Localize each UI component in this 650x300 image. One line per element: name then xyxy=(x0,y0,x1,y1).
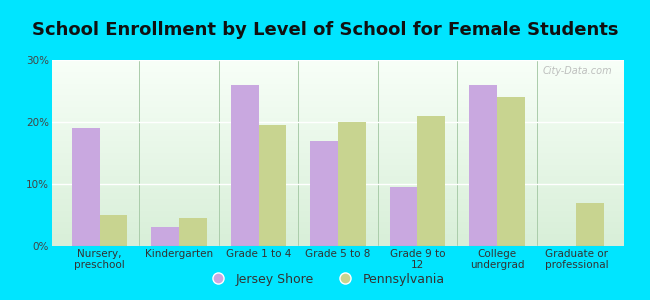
Legend: Jersey Shore, Pennsylvania: Jersey Shore, Pennsylvania xyxy=(200,268,450,291)
Bar xyxy=(389,187,417,246)
Bar xyxy=(497,97,525,246)
Bar xyxy=(72,128,99,246)
Bar xyxy=(310,141,338,246)
Bar xyxy=(151,227,179,246)
Bar xyxy=(417,116,445,246)
Bar xyxy=(231,85,259,246)
Bar xyxy=(577,202,604,246)
Bar xyxy=(259,125,287,246)
Text: School Enrollment by Level of School for Female Students: School Enrollment by Level of School for… xyxy=(32,21,618,39)
Bar xyxy=(338,122,366,246)
Text: City-Data.com: City-Data.com xyxy=(543,66,612,76)
Bar xyxy=(99,215,127,246)
Bar xyxy=(469,85,497,246)
Bar xyxy=(179,218,207,246)
